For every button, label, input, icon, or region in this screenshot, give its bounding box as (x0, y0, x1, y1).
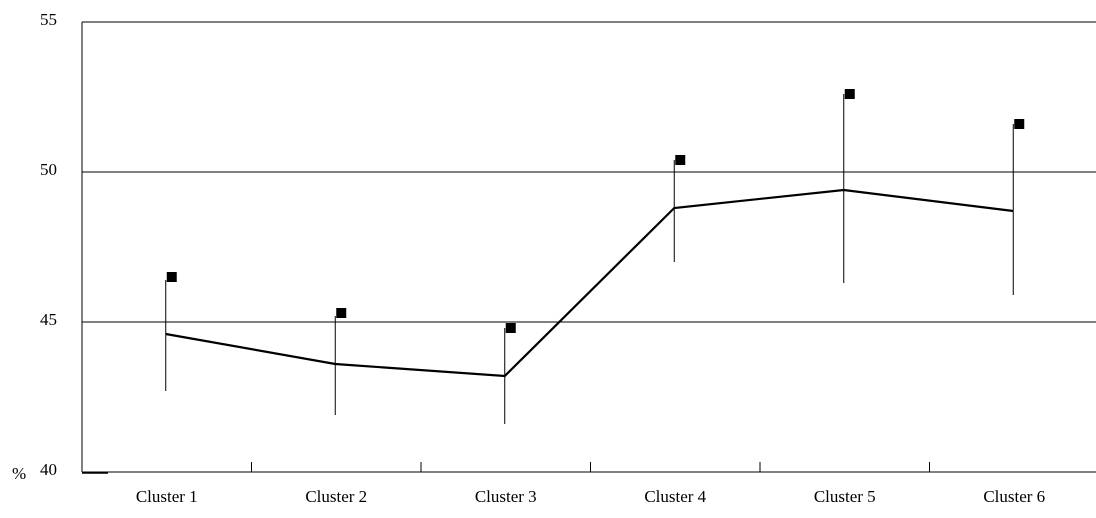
marker-2 (336, 308, 347, 318)
marker-6 (1014, 119, 1025, 129)
y-tick-label-45: 45 (40, 310, 57, 329)
y-tick-label-40: 40 (40, 460, 57, 479)
y-tick-label-55: 55 (40, 10, 57, 29)
series-line (165, 188, 1014, 378)
x-tick-label-4: Cluster 4 (644, 487, 706, 506)
y-axis-unit-label: % (12, 464, 26, 483)
x-tick-label-5: Cluster 5 (814, 487, 876, 506)
marker-1 (166, 272, 177, 282)
x-tick-label-3: Cluster 3 (475, 487, 537, 506)
x-tick-label-1: Cluster 1 (136, 487, 198, 506)
marker-3 (505, 323, 516, 333)
x-tick-label-6: Cluster 6 (983, 487, 1045, 506)
marker-5 (844, 89, 855, 99)
marker-4 (675, 155, 686, 165)
y-tick-label-50: 50 (40, 160, 57, 179)
x-tick-label-2: Cluster 2 (305, 487, 367, 506)
